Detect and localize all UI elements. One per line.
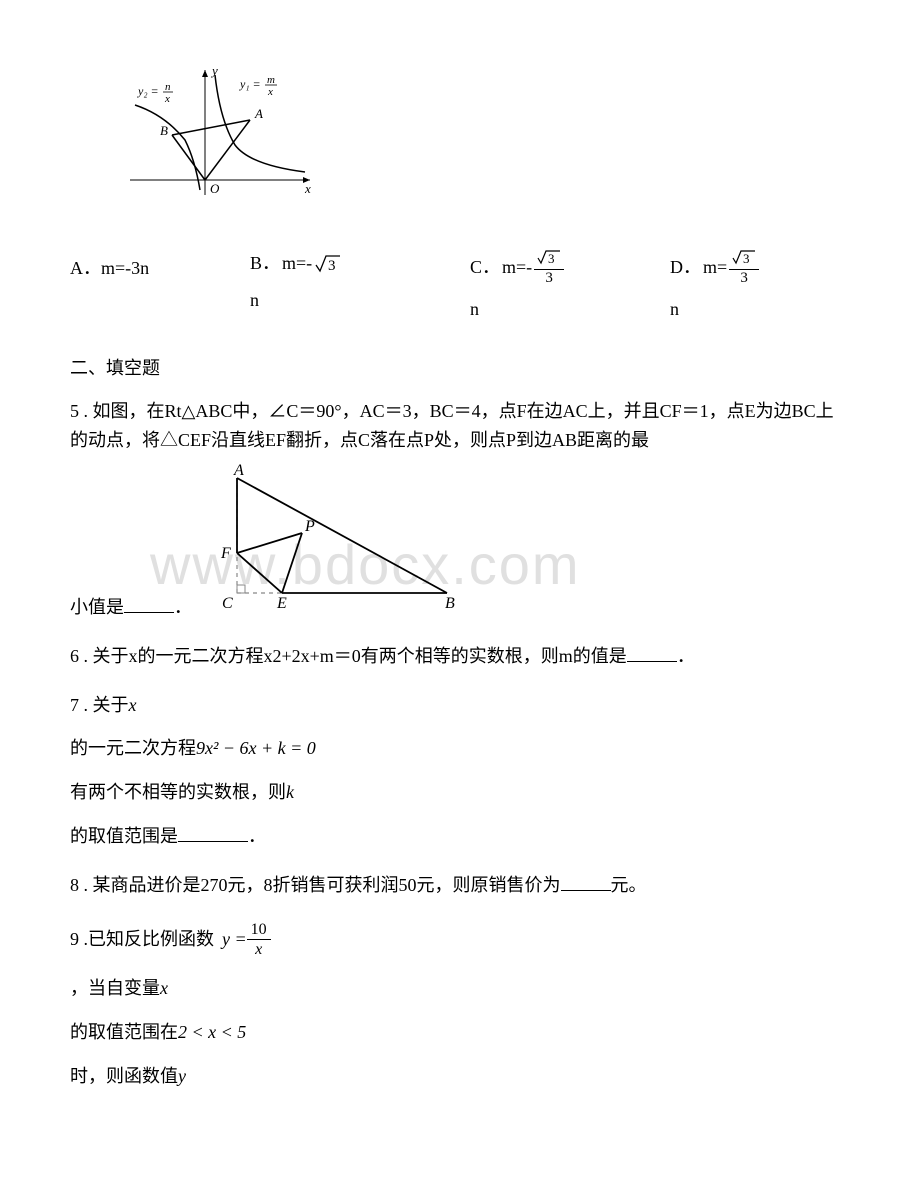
q9-frac-prefix: y = <box>222 925 247 954</box>
svg-text:3: 3 <box>328 258 336 273</box>
option-b-text1: m=- <box>282 249 312 278</box>
option-b-prefix: B． <box>250 249 280 278</box>
question-6: 6 . 关于x的一元二次方程x2+2x+m＝0有两个相等的实数根，则m的值是 ． <box>70 642 850 671</box>
option-a-text: A．m=-3n <box>70 258 149 278</box>
question-5: 5 . 如图，在Rt△ABC中，∠C＝90°，AC＝3，BC＝4，点F在边AC上… <box>70 397 850 621</box>
fraction-c: 3 3 <box>534 249 564 287</box>
blank-field <box>627 644 677 662</box>
option-c: C．m=- 3 3 n <box>470 249 670 324</box>
blank-field <box>124 595 174 613</box>
q7-line1a: 关于 <box>93 695 129 715</box>
svg-text:m: m <box>267 74 275 86</box>
q6-text: 关于x的一元二次方程x2+2x+m＝0有两个相等的实数根，则m的值是 <box>93 646 627 666</box>
q9-inequality: 2 < x < 5 <box>178 1022 246 1042</box>
svg-text:P: P <box>304 518 315 535</box>
svg-text:B: B <box>445 595 455 612</box>
question-7: 7 . 关于x 的一元二次方程9x² − 6x + k = 0 有两个不相等的实… <box>70 691 850 851</box>
q9-line2a: ，当自变量 <box>70 978 160 998</box>
option-d-text2: n <box>670 295 850 324</box>
option-a: A．m=-3n <box>70 249 250 283</box>
svg-text:y₂ =: y₂ = <box>137 84 159 98</box>
q9-line3a: 的取值范围在 <box>70 1022 178 1042</box>
q7-line4: 的取值范围是 <box>70 826 178 846</box>
q6-number: 6 . <box>70 646 93 666</box>
q7-var-k: k <box>286 782 294 802</box>
option-c-text1: m=- <box>502 253 532 282</box>
blank-field <box>561 873 611 891</box>
sqrt-icon: 3 <box>314 253 342 273</box>
hyperbola-graph: A B O x y y₂ = n x y₁ = m x <box>120 60 850 219</box>
q9-var-x: x <box>160 978 168 998</box>
question-9: 9 . 已知反比例函数 y = 10 x ，当自变量x 的取值范围在2 < x … <box>70 920 850 1091</box>
q7-period: ． <box>248 826 266 846</box>
option-b-text2: n <box>250 286 470 315</box>
svg-text:F: F <box>220 545 231 562</box>
q7-line2a: 的一元二次方程 <box>70 738 196 758</box>
q9-line4a: 时，则函数值 <box>70 1066 178 1086</box>
svg-text:3: 3 <box>743 251 750 265</box>
blank-field <box>178 824 248 842</box>
fraction-d: 3 3 <box>729 249 759 287</box>
answer-options: A．m=-3n B．m=- 3 n C．m=- 3 3 n <box>70 249 850 324</box>
option-b: B．m=- 3 n <box>250 249 470 315</box>
q7-number: 7 . <box>70 695 93 715</box>
q8-number: 8 . <box>70 875 93 895</box>
option-c-text2: n <box>470 295 670 324</box>
option-d: D．m= 3 3 n <box>670 249 850 324</box>
q9-fraction: 10 x <box>247 920 271 959</box>
q7-line3a: 有两个不相等的实数根，则 <box>70 782 286 802</box>
svg-text:3: 3 <box>548 251 555 265</box>
q5-period: ． <box>174 597 192 617</box>
q9-number: 9 . <box>70 925 88 954</box>
option-d-text1: m= <box>703 253 727 282</box>
svg-text:O: O <box>210 181 220 196</box>
svg-text:A: A <box>254 106 263 121</box>
triangle-diagram: A F C E B P <box>207 463 467 622</box>
question-8: 8 . 某商品进价是270元，8折销售可获利润50元，则原销售价为 元。 <box>70 871 850 900</box>
sqrt-icon: 3 <box>537 249 561 265</box>
svg-text:A: A <box>233 463 244 479</box>
q5-text1: 如图，在Rt△ABC中，∠C＝90°，AC＝3，BC＝4，点F在边AC上，并且C… <box>70 401 834 450</box>
sqrt-icon: 3 <box>732 249 756 265</box>
svg-text:x: x <box>164 93 170 105</box>
q5-number: 5 . <box>70 401 93 421</box>
svg-text:x: x <box>304 181 311 196</box>
svg-text:y₁ =: y₁ = <box>239 77 261 91</box>
q7-equation: 9x² − 6x + k = 0 <box>196 738 316 758</box>
option-c-prefix: C． <box>470 253 500 282</box>
q5-text2: 小值是 <box>70 597 124 617</box>
svg-text:n: n <box>165 81 171 93</box>
svg-text:E: E <box>276 595 287 612</box>
q9-line1: 已知反比例函数 <box>88 925 214 954</box>
q8-text2: 元。 <box>611 875 647 895</box>
q7-var-x: x <box>129 695 137 715</box>
svg-text:C: C <box>222 595 233 612</box>
option-d-prefix: D． <box>670 253 701 282</box>
q6-period: ． <box>677 646 695 666</box>
svg-text:x: x <box>267 86 273 98</box>
svg-text:B: B <box>160 123 168 138</box>
q9-var-y: y <box>178 1066 186 1086</box>
q8-text1: 某商品进价是270元，8折销售可获利润50元，则原销售价为 <box>93 875 561 895</box>
svg-text:y: y <box>210 63 218 78</box>
section-2-heading: 二、填空题 <box>70 354 850 383</box>
